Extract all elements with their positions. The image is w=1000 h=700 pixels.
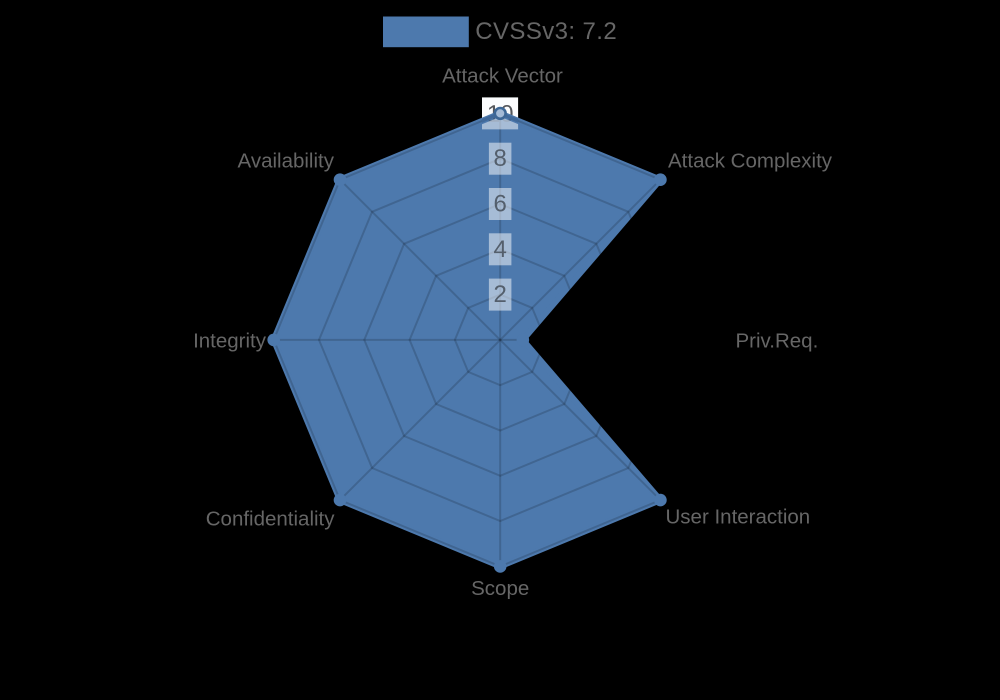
svg-text:2: 2 — [494, 281, 507, 308]
svg-text:Priv.Req.: Priv.Req. — [736, 330, 819, 353]
svg-text:Scope: Scope — [471, 577, 529, 600]
svg-text:Confidentiality: Confidentiality — [206, 507, 336, 530]
svg-text:Attack Vector: Attack Vector — [442, 65, 563, 88]
svg-text:CVSSv3: 7.2: CVSSv3: 7.2 — [475, 18, 617, 45]
svg-text:Integrity: Integrity — [193, 330, 267, 353]
svg-text:6: 6 — [494, 191, 507, 218]
svg-text:4: 4 — [494, 236, 507, 263]
svg-text:Attack Complexity: Attack Complexity — [668, 150, 833, 173]
svg-text:Availability: Availability — [238, 149, 335, 172]
svg-text:User Interaction: User Interaction — [666, 506, 811, 529]
svg-text:8: 8 — [494, 145, 507, 172]
